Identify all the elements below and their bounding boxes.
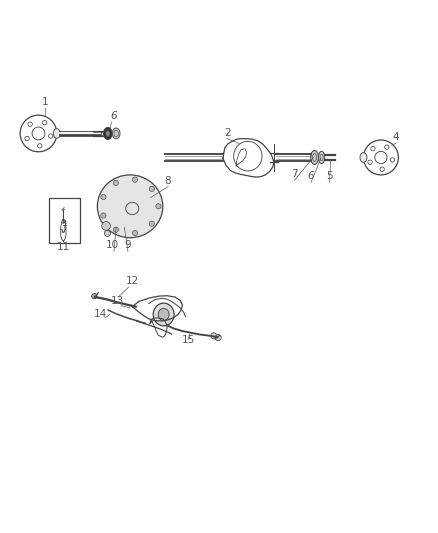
Text: 14: 14	[94, 309, 107, 319]
Ellipse shape	[158, 309, 169, 320]
Text: V: V	[61, 229, 66, 234]
Circle shape	[210, 333, 216, 339]
Circle shape	[149, 187, 154, 191]
Ellipse shape	[359, 152, 366, 162]
Text: 6: 6	[110, 111, 117, 121]
Text: 13: 13	[110, 296, 124, 305]
Circle shape	[132, 230, 137, 236]
Ellipse shape	[53, 128, 60, 138]
Text: 12: 12	[125, 276, 138, 286]
Text: 15: 15	[181, 335, 194, 345]
Circle shape	[113, 227, 118, 232]
Ellipse shape	[106, 131, 110, 136]
Text: 1: 1	[42, 97, 48, 107]
Circle shape	[132, 177, 137, 182]
Ellipse shape	[153, 303, 174, 326]
Circle shape	[149, 221, 154, 227]
Text: 6: 6	[307, 171, 314, 181]
Circle shape	[113, 180, 118, 185]
Circle shape	[155, 204, 161, 209]
Text: 10: 10	[106, 240, 119, 250]
Text: 2: 2	[223, 127, 230, 138]
Circle shape	[101, 213, 106, 218]
Circle shape	[101, 195, 106, 200]
Ellipse shape	[97, 175, 162, 238]
Text: 9: 9	[124, 240, 131, 250]
Ellipse shape	[103, 127, 112, 140]
Text: 7: 7	[290, 169, 297, 179]
Text: R: R	[61, 220, 66, 225]
Circle shape	[215, 335, 221, 341]
Text: 4: 4	[392, 132, 399, 142]
Text: 5: 5	[325, 171, 332, 181]
Circle shape	[102, 222, 110, 230]
Ellipse shape	[112, 128, 120, 139]
Text: 8: 8	[164, 175, 171, 185]
Circle shape	[92, 294, 97, 299]
Text: 11: 11	[57, 243, 70, 252]
Text: T: T	[62, 225, 66, 230]
Ellipse shape	[310, 150, 318, 164]
Ellipse shape	[318, 151, 324, 164]
Circle shape	[104, 230, 110, 237]
